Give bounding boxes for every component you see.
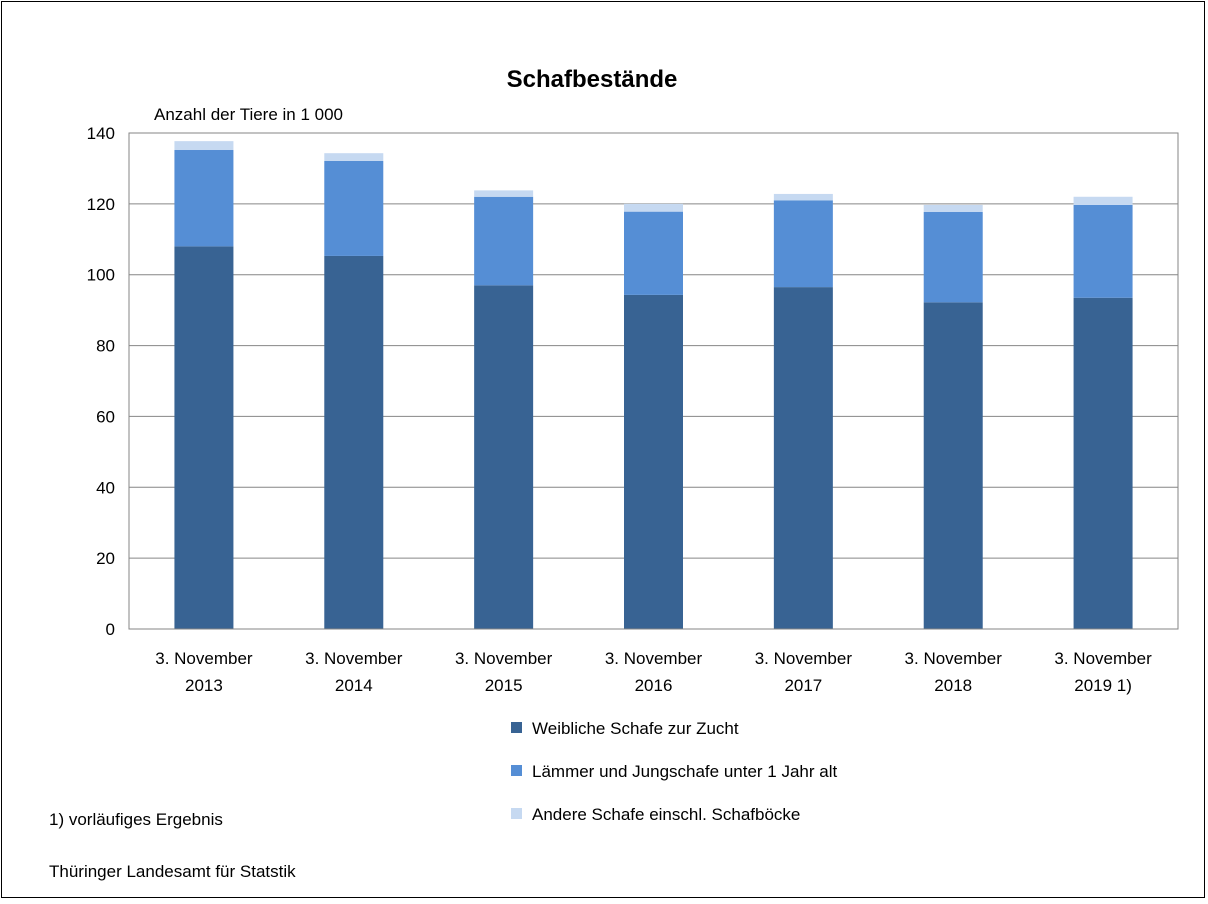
plot-area-border	[128, 132, 1179, 630]
bar-segment-2	[624, 211, 683, 295]
bar-segment-3	[174, 141, 234, 151]
y-tick-label: 140	[87, 124, 115, 143]
x-tick-label: 3. November	[155, 649, 253, 668]
bar-segment-3	[1073, 196, 1133, 205]
legend-label: Weibliche Schafe zur Zucht	[532, 719, 739, 738]
y-tick-labels: 0 20 40 60 80 100 120 140	[87, 124, 115, 639]
y-tick-label: 20	[96, 549, 115, 568]
x-tick-label: 3. November	[305, 649, 403, 668]
source-note: Thüringer Landesamt für Statstik	[49, 862, 296, 881]
bar-segment-1	[1073, 297, 1133, 629]
bar-segment-3	[624, 203, 683, 212]
x-tick-label: 2016	[635, 676, 673, 695]
x-tick-label: 3. November	[1054, 649, 1152, 668]
bar-segment-1	[174, 246, 234, 629]
x-tick-label: 2013	[185, 676, 223, 695]
y-tick-label: 120	[87, 195, 115, 214]
y-tick-label: 40	[96, 478, 115, 497]
bar-segment-1	[773, 287, 833, 629]
legend-swatch	[511, 808, 522, 819]
bar-segment-3	[474, 190, 534, 197]
x-tick-label: 2018	[934, 676, 972, 695]
legend-swatch	[511, 765, 522, 776]
x-tick-label: 2015	[485, 676, 523, 695]
bar-segment-2	[174, 150, 234, 247]
legend-swatch	[511, 722, 522, 733]
bar-segment-1	[923, 302, 983, 629]
bar-segment-2	[474, 196, 534, 286]
x-tick-label: 3. November	[605, 649, 703, 668]
x-tick-label: 2014	[335, 676, 373, 695]
chart-title: Schafbestände	[507, 66, 678, 93]
x-tick-labels: 3. November 2013 3. November 2014 3. Novembe…	[155, 649, 1152, 695]
bar-segment-1	[474, 285, 534, 629]
bar-segment-3	[324, 153, 384, 161]
y-tick-label: 0	[106, 620, 115, 639]
y-tick-label: 60	[96, 407, 115, 426]
y-axis-label: Anzahl der Tiere in 1 000	[154, 105, 343, 124]
x-tick-label: 3. November	[905, 649, 1003, 668]
legend-label: Lämmer und Jungschafe unter 1 Jahr alt	[532, 762, 838, 781]
bar-segment-2	[923, 212, 983, 303]
x-tick-label: 2017	[784, 676, 822, 695]
x-tick-label: 2019 1)	[1074, 676, 1132, 695]
legend-label: Andere Schafe einschl. Schafböcke	[532, 805, 800, 824]
x-tick-label: 3. November	[455, 649, 553, 668]
legend: Weibliche Schafe zur Zucht Lämmer und Jun…	[511, 719, 838, 824]
y-tick-label: 100	[87, 266, 115, 285]
bar-segment-1	[624, 294, 683, 629]
footnote: 1) vorläufiges Ergebnis	[49, 810, 223, 829]
x-tick-label: 3. November	[755, 649, 853, 668]
bar-segment-3	[773, 193, 833, 201]
bar-segment-2	[773, 200, 833, 288]
bar-segment-2	[324, 160, 384, 256]
bars	[174, 141, 1133, 630]
bar-segment-3	[923, 204, 983, 213]
bar-segment-1	[324, 255, 384, 630]
bar-segment-2	[1073, 204, 1133, 298]
y-tick-label: 80	[96, 337, 115, 356]
